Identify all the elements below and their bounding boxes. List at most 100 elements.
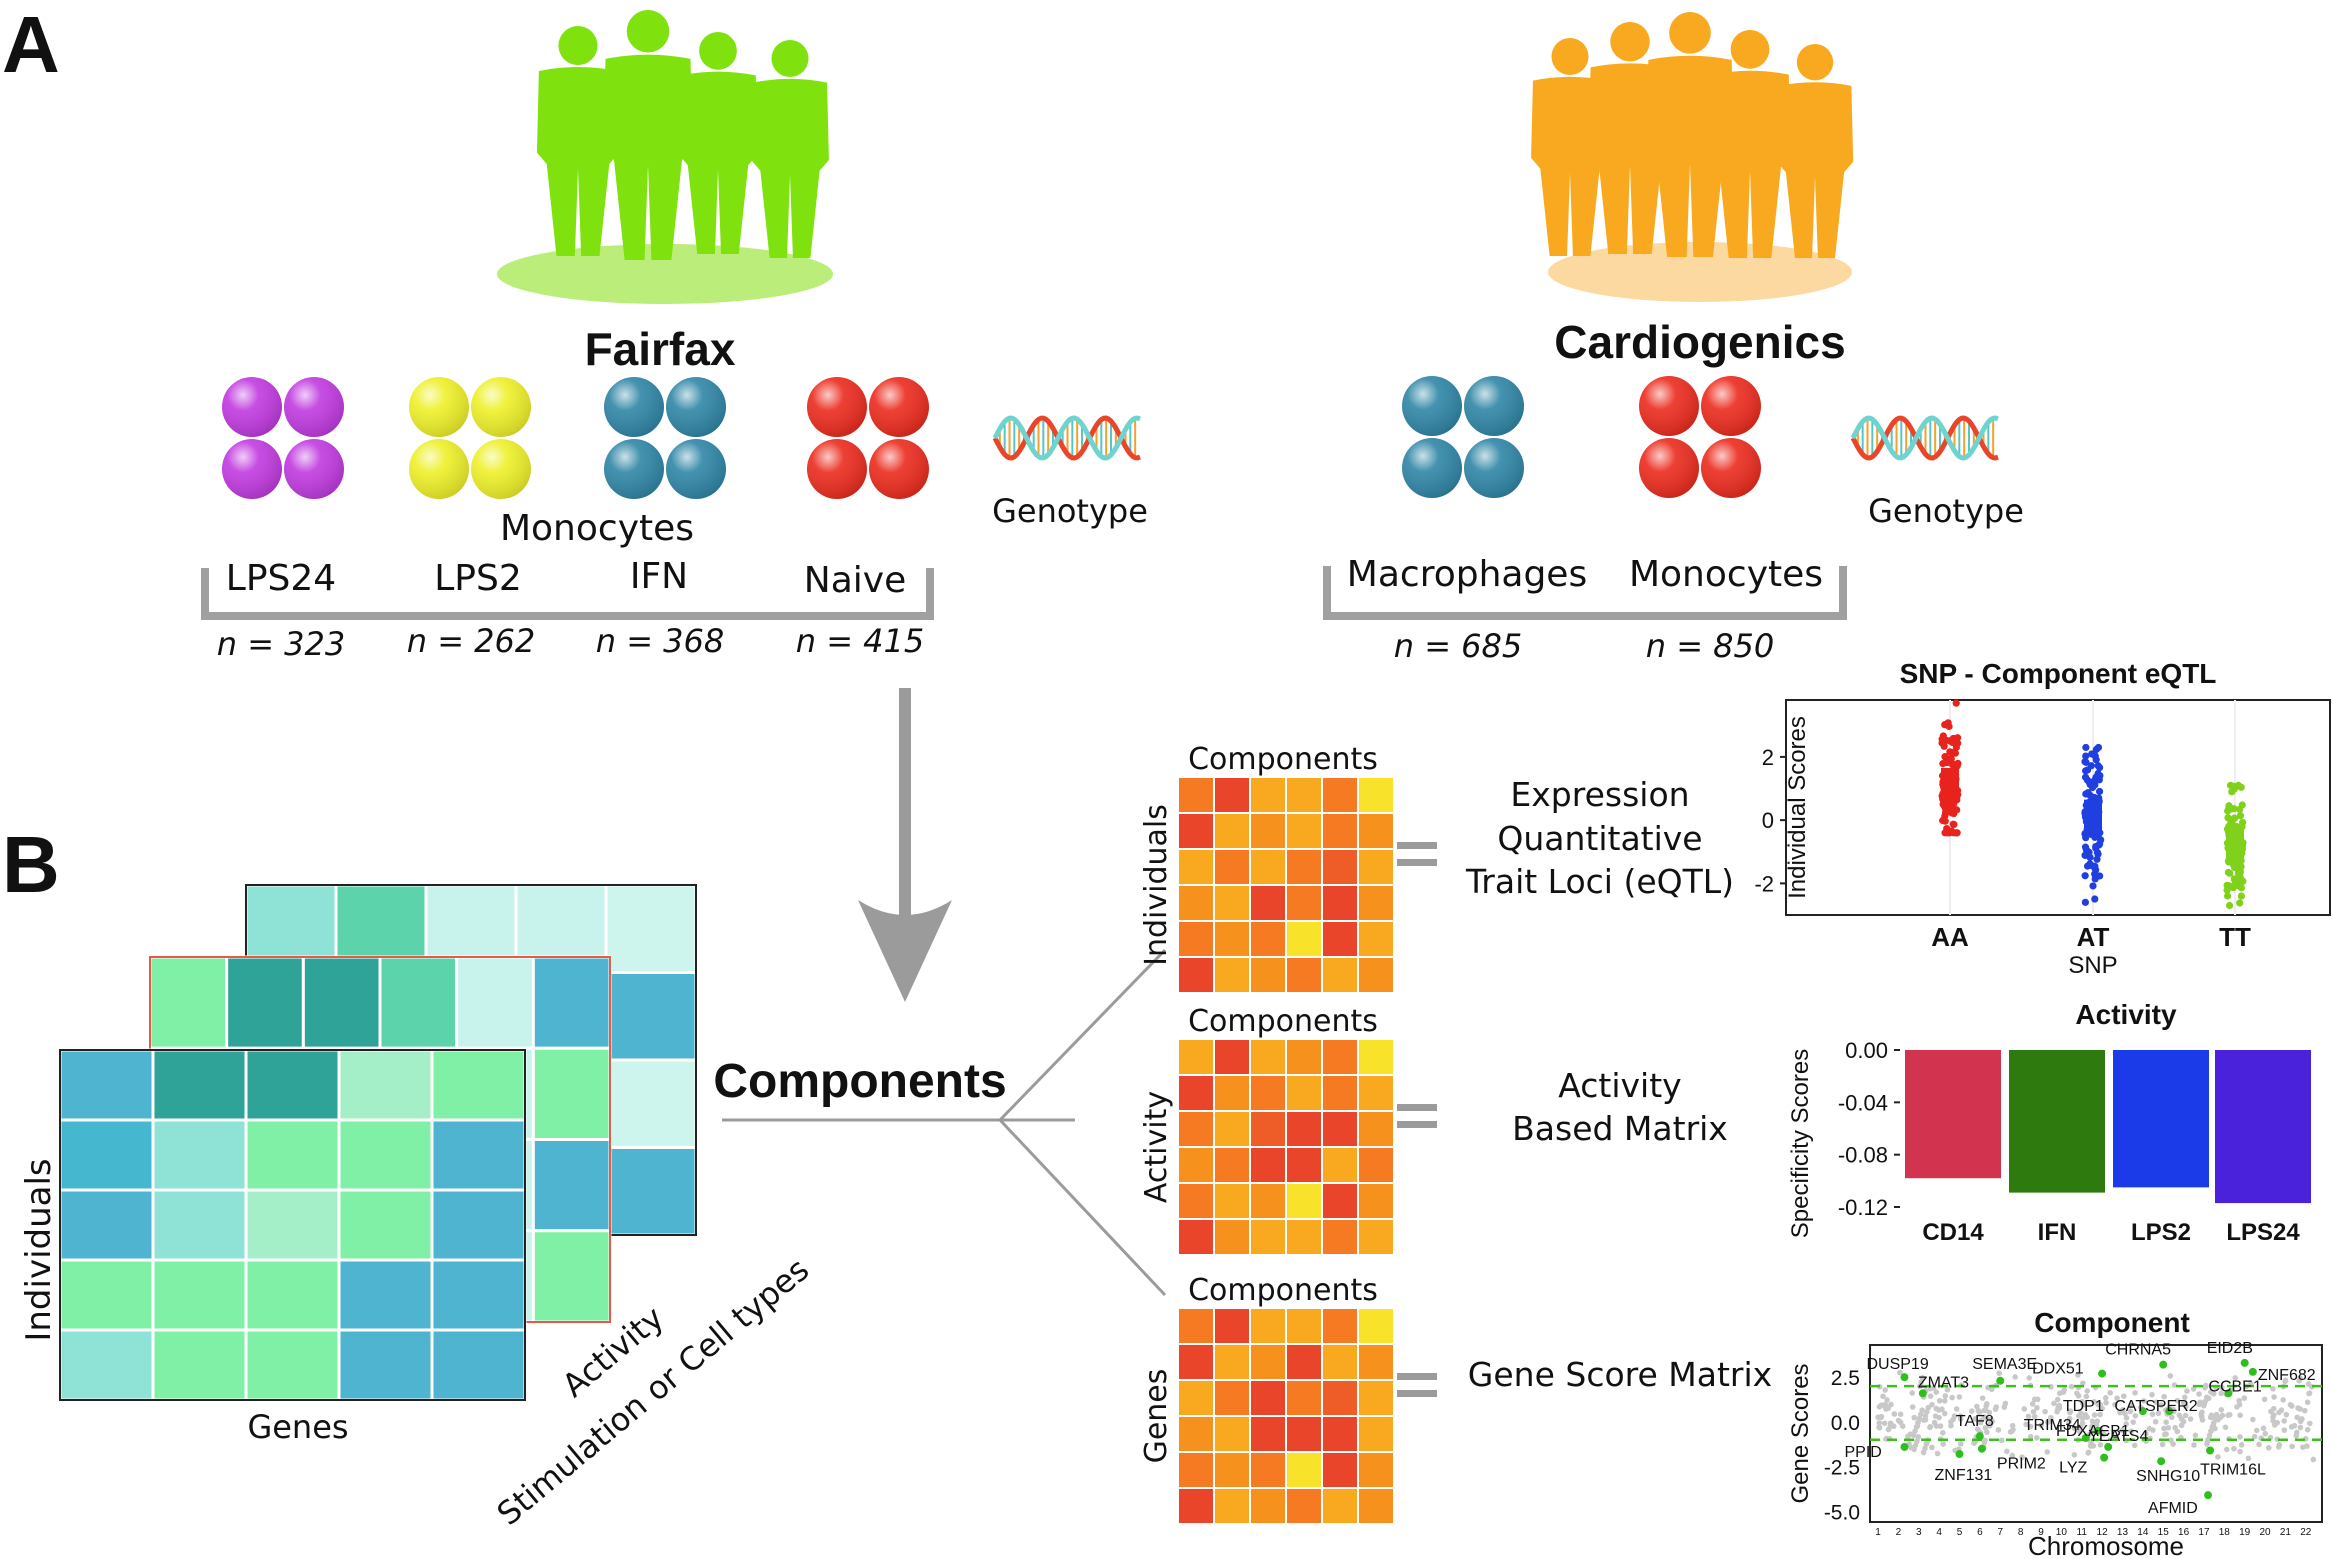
background-point [2270,1418,2276,1424]
background-point [2289,1443,2295,1450]
background-point [2310,1456,2317,1463]
gene-label: SEMA3E [1972,1356,2037,1373]
matrix-cell [1249,1487,1287,1525]
x-axis-label: SNP [2068,952,2117,979]
background-point [2187,1416,2194,1422]
background-point [2012,1374,2018,1380]
background-point [2075,1413,2082,1419]
data-point [2236,812,2245,820]
background-point [2158,1402,2165,1408]
y-tick-label: 2.5 [1831,1367,1860,1390]
tensor-cell [531,955,612,1050]
background-point [2153,1399,2160,1406]
matrix-cell [1357,1146,1395,1184]
person-silhouette [1709,30,1791,258]
background-point [2066,1419,2072,1425]
gene-label: AFMID [2148,1500,2198,1517]
gene-point [2224,1389,2233,1398]
data-point [2091,870,2099,878]
background-point [2215,1454,2221,1460]
fairfax-title: Fairfax [585,323,736,375]
y-tick-label: -2.5 [1824,1457,1860,1480]
background-point [1969,1408,1975,1414]
background-point [2161,1393,2167,1400]
matrix-cell [1357,956,1395,994]
background-point [2225,1412,2231,1419]
background-point [2262,1430,2269,1437]
y-tick-label: 0.0 [1831,1412,1860,1435]
background-point [2163,1419,2169,1426]
background-point [2026,1375,2033,1381]
background-point [2167,1373,2174,1379]
background-point [1911,1414,1918,1421]
fairfax-group-label: LPS24 [226,558,336,599]
background-point [1876,1420,1883,1426]
background-point [2204,1439,2211,1445]
matrix-cell [1177,1379,1215,1417]
tensor-axis-individuals: Individuals [19,1158,59,1341]
background-point [2034,1435,2040,1441]
background-point [1909,1390,1916,1396]
background-point [1881,1420,1888,1427]
factor-matrix: Components Individuals Expression Quantitat… [1139,742,1734,994]
background-point [2120,1393,2127,1399]
matrix-cell [1177,884,1215,922]
matrix-cell [1177,1074,1215,1112]
matrix-cell [1249,1074,1287,1112]
matrix-cell [1213,1182,1251,1220]
background-point [2201,1401,2208,1407]
matrix-cell [1213,1146,1251,1184]
background-point [2068,1383,2075,1390]
x-tick-label: LPS2 [2131,1219,2191,1246]
background-point [1882,1387,1888,1393]
x-tick-label: 14 [2137,1527,2149,1538]
background-point [2283,1411,2290,1418]
x-tick-label: AT [2077,922,2110,952]
gene-label: TRIM16L [2200,1461,2266,1478]
box [2226,824,2244,860]
background-point [1974,1403,1980,1410]
tensor-illustration [58,883,698,1402]
background-point [1998,1437,2005,1444]
data-point [1954,759,1962,767]
matrix-cell [1213,812,1251,850]
cardiogenics-title: Cardiogenics [1554,316,1845,368]
fairfax-cell-clusters [222,377,929,499]
person-silhouette [536,26,620,257]
background-point [2095,1401,2101,1408]
y-tick-label: -2 [1754,871,1774,896]
background-point [2196,1391,2202,1397]
fairfax-group-label: Naive [804,560,906,601]
background-point [1956,1394,1963,1400]
components-connector [722,948,1167,1297]
data-point [1946,748,1954,756]
background-point [2218,1390,2225,1397]
data-point [1951,749,1959,757]
matrix-cell [1321,956,1359,994]
x-axis-label: Chromosome [2028,1531,2184,1559]
background-point [1929,1401,1935,1408]
background-point [1914,1423,1921,1429]
background-point [2023,1421,2030,1428]
background-point [2127,1402,2134,1409]
background-point [2031,1413,2038,1420]
background-point [2091,1399,2097,1405]
background-point [2161,1425,2167,1432]
data-point [2236,868,2244,877]
gene-point [1975,1432,1984,1441]
background-point [2294,1414,2301,1421]
matrix-row-label: Genes [1139,1369,1174,1464]
tensor-cell [148,955,229,1050]
matrix-cell [1357,920,1395,958]
background-point [1937,1423,1944,1429]
data-point [1952,699,1960,707]
matrix-cell [1321,1074,1359,1112]
background-point [2199,1417,2206,1423]
background-point [2122,1410,2128,1417]
matrix-cell [1249,1146,1287,1184]
fairfax-group-label: IFN [630,556,688,597]
background-point [2295,1405,2301,1411]
matrix-cell [1249,1218,1287,1256]
tensor-cell [58,1048,155,1122]
background-point [1993,1404,2000,1410]
